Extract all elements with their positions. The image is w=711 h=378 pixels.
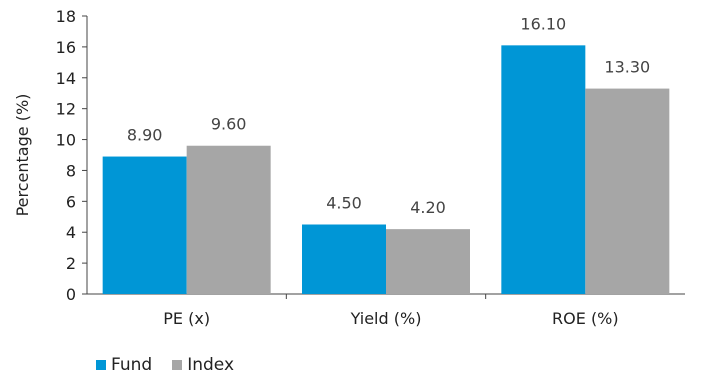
bar-index-pe-x — [186, 145, 271, 294]
y-tick-label: 14 — [56, 69, 76, 88]
y-axis-label: Percentage (%) — [13, 94, 32, 217]
data-label-index-pe-x: 9.60 — [211, 115, 247, 134]
legend: Fund Index — [96, 355, 254, 375]
y-tick-label: 12 — [56, 100, 76, 119]
legend-item-fund: Fund — [96, 355, 152, 375]
data-labels: 8.90 9.60 4.50 4.20 16.10 13.30 — [127, 14, 650, 217]
y-tick-label: 16 — [56, 38, 76, 57]
bar-fund-pe-x — [102, 156, 187, 294]
axes: 0 2 4 6 8 10 12 14 16 18 PE (x) Yield (%) ROE (%) — [56, 7, 685, 328]
legend-swatch-index — [172, 360, 183, 370]
data-label-index-yield: 4.20 — [410, 198, 446, 217]
legend-item-index: Index — [172, 355, 234, 375]
y-tick-label: 4 — [66, 223, 76, 242]
bar-fund-yield — [302, 224, 386, 294]
y-tick-label: 18 — [56, 7, 76, 26]
legend-label-index: Index — [187, 355, 235, 375]
y-tick-label: 2 — [66, 254, 76, 273]
data-label-fund-yield: 4.50 — [326, 194, 362, 213]
data-label-fund-roe: 16.10 — [520, 14, 566, 33]
bar-fund-roe — [501, 45, 586, 294]
y-tick-label: 0 — [66, 285, 76, 304]
x-tick-label-yield: Yield (%) — [350, 309, 422, 328]
x-tick-label-roe: ROE (%) — [552, 309, 619, 328]
bars — [102, 45, 670, 294]
bar-index-yield — [386, 229, 470, 294]
legend-swatch-fund — [96, 360, 106, 370]
bar-index-roe — [585, 88, 670, 294]
data-label-index-roe: 13.30 — [604, 58, 650, 77]
data-label-fund-pe-x: 8.90 — [127, 126, 163, 145]
y-tick-label: 6 — [66, 192, 76, 211]
y-tick-label: 10 — [56, 131, 76, 150]
y-tick-label: 8 — [66, 161, 76, 180]
legend-label-fund: Fund — [111, 355, 153, 375]
bar-chart: 0 2 4 6 8 10 12 14 16 18 PE (x) Yield (%) ROE (%) 8.… — [13, 7, 685, 328]
x-tick-label-pe-x: PE (x) — [163, 309, 210, 328]
